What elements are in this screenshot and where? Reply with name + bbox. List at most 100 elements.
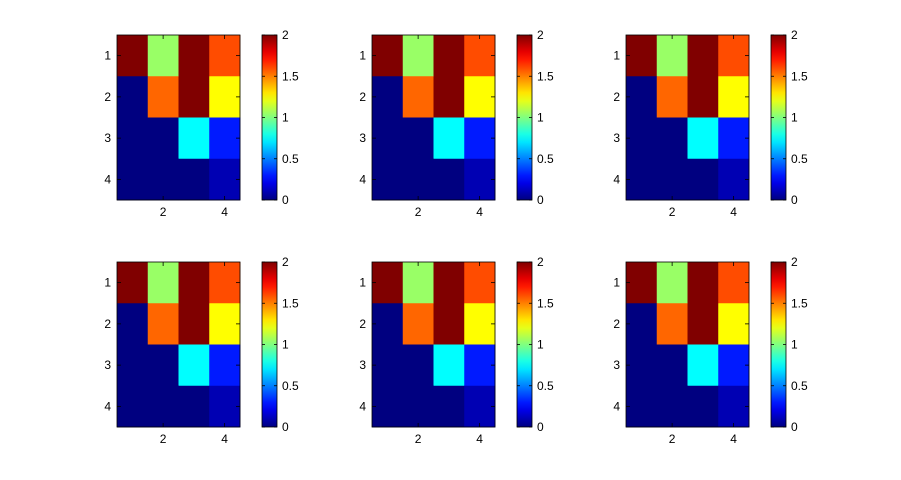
heatmap-cell-r4-c3 [687,158,719,201]
heatmap-cell-r4-c1 [117,385,149,428]
heatmap-cell-r2-c4 [718,303,750,345]
axes-frame [625,261,750,428]
heatmap-cell-r3-c4 [464,344,496,387]
y-tick-label: 2 [613,90,620,104]
heatmap-cell-r4-c1 [117,158,149,201]
heatmap-cell-r2-c1 [117,76,149,118]
heatmap-cell-r2-c1 [626,76,658,118]
heatmap-cell-r3-c4 [209,117,241,160]
heatmap-cell-r3-c1 [372,344,404,387]
y-tick-label: 2 [104,317,111,331]
heatmap-cell-r2-c4 [464,76,496,118]
colorbar-tick-label: 0.5 [791,152,808,166]
heatmap-cell-r2-c3 [433,76,465,118]
heatmap-cell-r2-c4 [464,303,496,345]
heatmap-cell-r3-c1 [117,117,149,160]
heatmap-cell-r1-c2 [147,262,179,304]
colorbar-tick-label: 2 [537,255,544,269]
heatmap-cell-r4-c1 [626,385,658,428]
colorbar-tick-label: 1.5 [282,296,299,310]
heatmap-cell-r4-c3 [433,385,465,428]
heatmap-cell-r1-c4 [718,262,750,304]
axes-frame [625,34,750,201]
heatmap-cell-r4-c4 [464,385,496,428]
heatmap-cell-r3-c3 [687,344,719,387]
heatmap-cell-r3-c1 [372,117,404,160]
heatmap-cell-r4-c2 [656,158,688,201]
x-tick-label: 2 [415,205,422,219]
heatmap-cell-r4-c2 [147,385,179,428]
heatmap-cell-r2-c1 [372,303,404,345]
heatmap-cell-r3-c2 [402,344,434,387]
heatmap-cell-r2-c3 [687,76,719,118]
heatmap-cell-r4-c2 [402,158,434,201]
x-tick-label: 4 [221,205,228,219]
axes-frame [371,34,496,201]
heatmap-cell-r4-c2 [656,385,688,428]
colorbar-tick-label: 0.5 [791,379,808,393]
colorbar-tick-label: 2 [282,28,289,42]
heatmap-cell-r1-c4 [209,35,241,77]
heatmap-cell-r2-c2 [147,76,179,118]
heatmap-cell-r1-c3 [178,35,210,77]
heatmap-cell-r2-c2 [656,76,688,118]
colorbar-tick-label: 1 [282,338,289,352]
heatmap-cell-r1-c3 [178,262,210,304]
colorbar-tick-label: 1 [791,338,798,352]
heatmap-cell-r1-c1 [626,262,658,304]
colorbar-tick-label: 2 [791,28,798,42]
colorbar-tick-label: 0 [791,420,798,434]
heatmap-cell-r1-c4 [209,262,241,304]
x-tick-label: 2 [669,205,676,219]
heatmap-cell-r3-c3 [178,344,210,387]
axes-frame [116,34,241,201]
y-tick-label: 4 [613,399,620,413]
colorbar-tick-label: 1.5 [791,69,808,83]
x-tick-label: 2 [415,432,422,446]
heatmap-cell-r4-c2 [402,385,434,428]
colorbar-tick-label: 2 [282,255,289,269]
heatmap-cell-r1-c1 [372,35,404,77]
x-tick-label: 4 [476,432,483,446]
colorbar-tick-label: 1.5 [537,296,554,310]
y-tick-label: 4 [359,399,366,413]
heatmap-cell-r2-c2 [147,303,179,345]
y-tick-label: 3 [613,358,620,372]
heatmap-cell-r1-c4 [464,35,496,77]
colorbar-tick-label: 1 [791,111,798,125]
heatmap-cell-r3-c1 [626,344,658,387]
heatmap-cell-r2-c1 [626,303,658,345]
heatmap-panel-4: 1 2 3 4 2 4 0 0.5 1 1.5 2 [104,255,299,446]
heatmap-cell-r4-c4 [718,385,750,428]
y-tick-label: 2 [359,317,366,331]
heatmap-cell-r1-c2 [402,35,434,77]
y-tick-label: 3 [359,131,366,145]
y-tick-label: 3 [104,358,111,372]
heatmap-cell-r1-c2 [402,262,434,304]
heatmap-cell-r2-c2 [402,303,434,345]
heatmap-cell-r1-c3 [433,35,465,77]
heatmap-cell-r3-c1 [117,344,149,387]
x-tick-label: 2 [669,432,676,446]
x-tick-label: 4 [476,205,483,219]
heatmap-panel-1: 1 2 3 4 2 4 0 0.5 1 1.5 2 [104,28,299,219]
x-tick-label: 2 [160,432,167,446]
heatmap-cell-r3-c4 [209,344,241,387]
y-tick-label: 4 [613,172,620,186]
heatmap-cell-r1-c1 [372,262,404,304]
colorbar-tick-label: 1 [537,338,544,352]
heatmap-cell-r1-c3 [687,262,719,304]
heatmap-cell-r4-c1 [372,158,404,201]
axes-frame [116,261,241,428]
heatmap-cell-r1-c2 [656,35,688,77]
colorbar-tick-label: 2 [537,28,544,42]
colorbar-tick-label: 0.5 [537,152,554,166]
heatmap-cell-r1-c1 [626,35,658,77]
y-tick-label: 4 [104,172,111,186]
colorbar-tick-label: 0 [282,193,289,207]
y-tick-label: 1 [613,276,620,290]
y-tick-label: 1 [359,49,366,63]
colorbar-tick-label: 1 [537,111,544,125]
heatmap-panel-5: 1 2 3 4 2 4 0 0.5 1 1.5 2 [359,255,554,446]
